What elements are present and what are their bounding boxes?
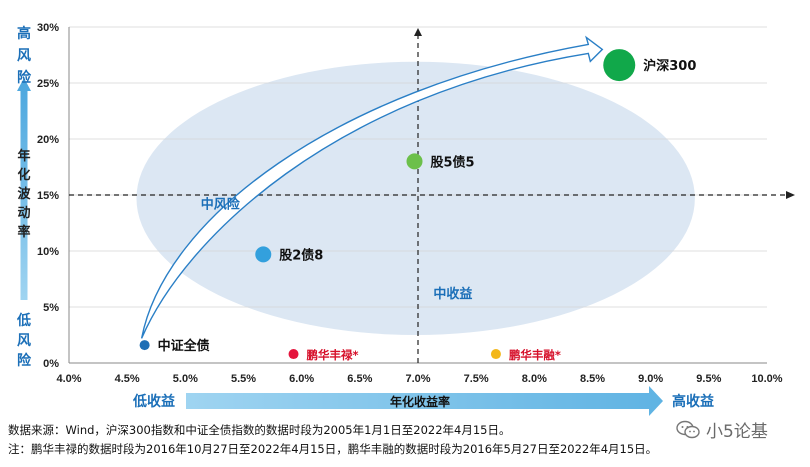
zone-label-medium-return: 中收益 xyxy=(433,286,472,302)
x-tick-label: 5.0% xyxy=(173,373,198,385)
point-label: 沪深300 xyxy=(643,58,696,74)
reference-line-horizontal-arrowhead xyxy=(786,191,795,199)
point-label: 鹏华丰融* xyxy=(509,348,561,362)
point-label: 股2债8 xyxy=(279,247,323,263)
x-tick-label: 4.0% xyxy=(56,373,81,385)
wechat-icon xyxy=(676,420,700,438)
period-note: 注：鹏华丰禄的数据时段为2016年10月27日至2022年4月15日，鹏华丰融的… xyxy=(8,442,658,456)
point-label: 股5债5 xyxy=(431,154,475,170)
y-risk-indicator: 高风险 年化波动率 低风险 xyxy=(16,25,32,369)
x-tick-label: 9.5% xyxy=(696,373,721,385)
x-return-indicator: 低收益 年化收益率 高收益 xyxy=(132,386,714,416)
x-tick-label: 5.5% xyxy=(231,373,256,385)
x-tick-label: 8.5% xyxy=(580,373,605,385)
x-tick-label: 10.0% xyxy=(751,373,782,385)
x-tick-label: 7.5% xyxy=(464,373,489,385)
y-tick-label: 15% xyxy=(37,190,59,202)
y-tick-label: 25% xyxy=(37,78,59,90)
source-note: 数据来源：Wind，沪深300指数和中证全债指数的数据时段为2005年1月1日至… xyxy=(8,423,511,437)
x-tick-label: 6.5% xyxy=(347,373,372,385)
data-points: 中证全债 股2债8 股5债5 沪深300 鹏华丰禄* 鹏华丰融* xyxy=(139,49,696,362)
medium-risk-ellipse xyxy=(136,61,695,335)
y-axis-title: 年化波动率 xyxy=(17,148,31,240)
y-tick-label: 10% xyxy=(37,246,59,258)
x-low-return-label: 低收益 xyxy=(132,393,175,410)
y-tick-label: 20% xyxy=(37,134,59,146)
y-tick-label: 30% xyxy=(37,22,59,34)
point-marker xyxy=(288,349,299,360)
x-tick-label: 7.0% xyxy=(405,373,430,385)
y-tick-label: 5% xyxy=(43,302,59,314)
y-tick-labels: 0% 5% 10% 15% 20% 25% 30% xyxy=(37,22,59,370)
y-low-risk-label: 低风险 xyxy=(16,312,32,369)
risk-return-trend-arrow xyxy=(140,35,604,339)
x-return-arrow xyxy=(186,386,663,416)
point-marker xyxy=(603,49,636,82)
x-tick-labels: 4.0% 4.5% 5.0% 5.5% 6.0% 6.5% 7.0% 7.5% 8.0% 8.5%… xyxy=(56,373,782,385)
x-high-return-label: 高收益 xyxy=(672,393,714,410)
reference-line-vertical-arrowhead xyxy=(414,28,422,36)
y-high-risk-label: 高风险 xyxy=(17,25,32,86)
point-label: 鹏华丰禄* xyxy=(307,348,359,362)
x-tick-label: 4.5% xyxy=(115,373,140,385)
point-marker xyxy=(406,153,423,170)
point-marker xyxy=(490,349,501,360)
point-marker xyxy=(255,246,272,263)
zone-label-medium-risk: 中风险 xyxy=(201,196,241,212)
watermark-text: 小5论基 xyxy=(706,422,768,442)
point-marker xyxy=(139,340,150,351)
x-tick-label: 8.0% xyxy=(522,373,547,385)
y-risk-arrow xyxy=(17,78,31,300)
point-label: 中证全债 xyxy=(158,338,210,354)
watermark: 小5论基 xyxy=(676,417,768,442)
y-tick-label: 0% xyxy=(43,358,59,370)
x-tick-label: 9.0% xyxy=(638,373,663,385)
x-axis-title: 年化收益率 xyxy=(390,394,450,409)
x-tick-label: 6.0% xyxy=(289,373,314,385)
